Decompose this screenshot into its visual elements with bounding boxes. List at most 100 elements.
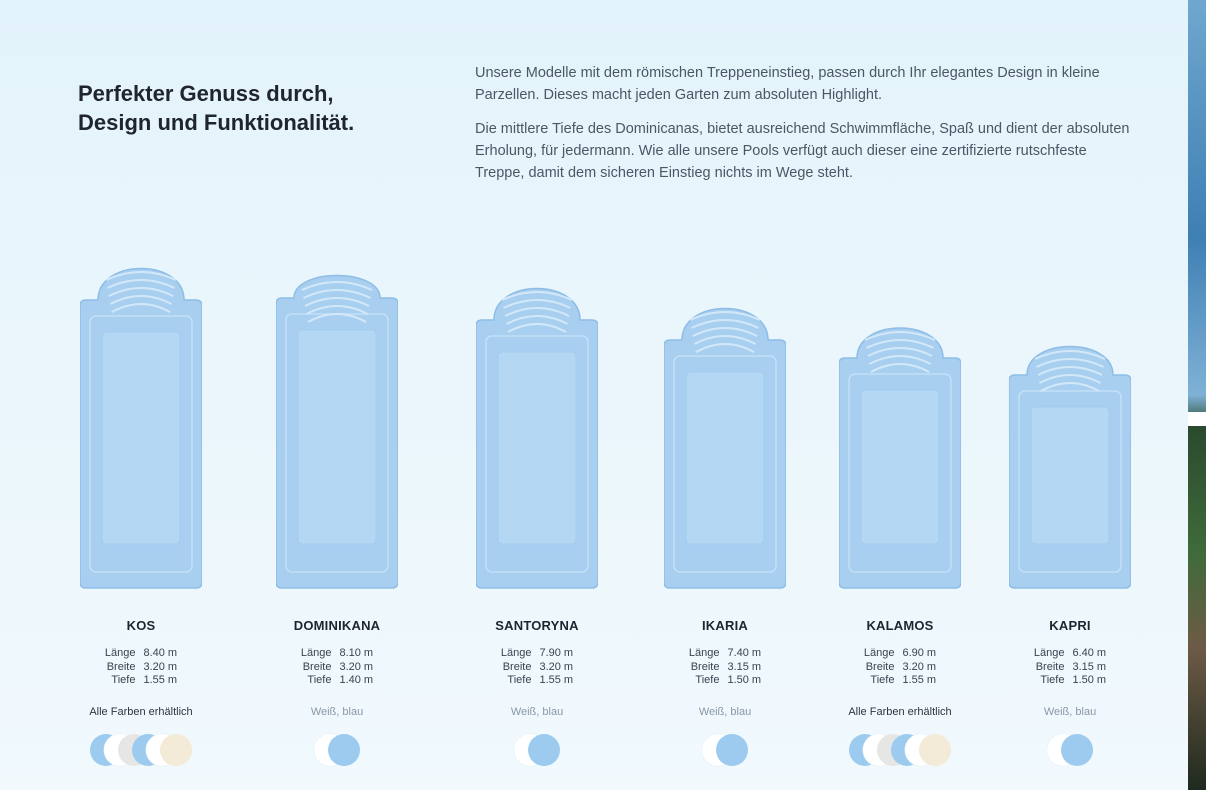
pool-step-line (303, 289, 371, 299)
spec-row-width: Breite 3.20 m (301, 661, 373, 675)
pool-step-line (866, 339, 934, 349)
title-line-2: Design und Funktionalität. (78, 109, 355, 135)
spec-row-length: Länge 8.10 m (301, 647, 373, 661)
model-name: DOMINIKANA (293, 618, 381, 633)
spec-label: Tiefe (307, 674, 332, 686)
model-specs: Länge 6.40 m Breite 3.15 m Tiefe 1.50 m (1034, 647, 1106, 688)
spec-row-width: Breite 3.20 m (501, 661, 573, 675)
spec-value: 6.90 m (902, 647, 937, 659)
available-colors-text: Weiß, blau (310, 705, 364, 718)
spec-value: 3.20 m (143, 660, 178, 673)
model-specs: Länge 6.90 m Breite 3.20 m Tiefe 1.55 m (864, 647, 936, 688)
model-name: IKARIA (702, 618, 748, 633)
spec-value: 1.55 m (143, 674, 178, 686)
spec-value: 3.20 m (902, 660, 937, 673)
pool-step-line (1036, 358, 1104, 368)
spec-row-depth: Tiefe 1.50 m (689, 674, 761, 688)
spec-label: Tiefe (507, 674, 532, 686)
spec-label: Tiefe (870, 674, 895, 686)
color-swatches (452, 733, 622, 768)
title-line-1: Perfekter Genuss durch, (78, 80, 334, 106)
spec-value: 8.10 m (339, 647, 374, 659)
pool-step-line (504, 307, 570, 317)
pool-step-line (864, 331, 936, 341)
pool-step-line (506, 315, 568, 325)
spec-label: Länge (300, 647, 332, 659)
color-swatch-sand (919, 733, 951, 766)
spec-value: 3.15 m (1072, 660, 1107, 673)
model-specs: Länge 8.10 m Breite 3.20 m Tiefe 1.40 m (301, 647, 373, 688)
spec-row-depth: Tiefe 1.40 m (301, 674, 373, 688)
spec-row-length: Länge 7.40 m (689, 647, 761, 661)
spec-row-length: Länge 7.90 m (501, 647, 573, 661)
pool-step-line (695, 343, 755, 353)
pool-shape-santoryna (476, 276, 598, 592)
pool-shape-kalamos (839, 316, 961, 592)
spec-label: Länge (1033, 647, 1065, 659)
spec-row-depth: Tiefe 1.55 m (864, 674, 936, 688)
pool-step-line (507, 323, 567, 333)
pool-step-line (108, 287, 174, 297)
available-colors-text: Weiß, blau (510, 705, 564, 718)
color-swatch-blue (528, 733, 560, 766)
spec-label: Länge (500, 647, 532, 659)
model-ikaria: IKARIA Länge 7.40 m Breite 3.15 m Tiefe 1.50 m… (640, 618, 810, 768)
pool-deep-area (297, 329, 377, 545)
pool-svg (839, 327, 961, 589)
spec-value: 7.90 m (539, 647, 574, 659)
model-specs: Länge 8.40 m Breite 3.20 m Tiefe 1.55 m (105, 647, 177, 688)
spec-row-width: Breite 3.20 m (105, 661, 177, 675)
pool-step-line (1039, 374, 1101, 384)
model-specs: Länge 7.90 m Breite 3.20 m Tiefe 1.55 m (501, 647, 573, 688)
pool-step-line (107, 279, 175, 289)
spec-label: Breite (302, 660, 332, 673)
spec-label: Tiefe (1040, 674, 1065, 686)
model-kapri: KAPRI Länge 6.40 m Breite 3.15 m Tiefe 1.50 m W… (985, 618, 1155, 768)
pool-shape-kos (80, 256, 202, 592)
spec-value: 1.55 m (539, 674, 574, 686)
spec-value: 1.50 m (1072, 674, 1107, 686)
model-kalamos: KALAMOS Länge 6.90 m Breite 3.20 m Tiefe 1.55 … (815, 618, 985, 768)
pool-floor-outline (1018, 390, 1122, 573)
pool-svg (664, 307, 786, 589)
available-colors-text: Weiß, blau (698, 705, 752, 718)
model-name: KALAMOS (866, 618, 934, 633)
spec-value: 1.50 m (727, 674, 762, 686)
spec-value: 1.55 m (902, 674, 937, 686)
spec-row-length: Länge 8.40 m (105, 647, 177, 661)
photo-gap (1188, 412, 1206, 426)
page-title: Perfekter Genuss durch, Design und Funkt… (78, 79, 438, 137)
pool-step-line (110, 295, 172, 305)
spec-value: 7.40 m (727, 647, 762, 659)
pool-floor-outline (89, 315, 193, 573)
color-swatches (252, 733, 422, 768)
pool-step-line (689, 311, 761, 321)
pool-step-line (307, 313, 367, 323)
pool-deep-area (497, 351, 577, 545)
pool-step-line (1037, 366, 1103, 376)
color-swatches (815, 733, 985, 768)
color-swatch-blue (328, 733, 360, 766)
pool-floor-outline (673, 355, 777, 573)
spec-label: Breite (690, 660, 720, 673)
pool-step-line (867, 347, 933, 357)
pool-step-line (503, 299, 571, 309)
pool-shape-dominikana (276, 266, 398, 592)
pool-deep-area (1030, 406, 1110, 545)
spec-label: Breite (1035, 660, 1065, 673)
spec-label: Tiefe (695, 674, 720, 686)
spec-row-width: Breite 3.15 m (1034, 661, 1106, 675)
pool-deep-area (860, 389, 940, 545)
pool-svg (476, 287, 598, 589)
spec-value: 1.40 m (339, 674, 374, 686)
pool-step-line (1040, 382, 1100, 392)
spec-label: Länge (863, 647, 895, 659)
spec-value: 3.20 m (339, 660, 374, 673)
pool-step-line (306, 305, 368, 315)
pool-step-line (869, 355, 931, 365)
spec-value: 3.20 m (539, 660, 574, 673)
garden-photo-edge (1188, 0, 1206, 790)
color-swatches (56, 733, 226, 768)
color-swatches (985, 733, 1155, 768)
